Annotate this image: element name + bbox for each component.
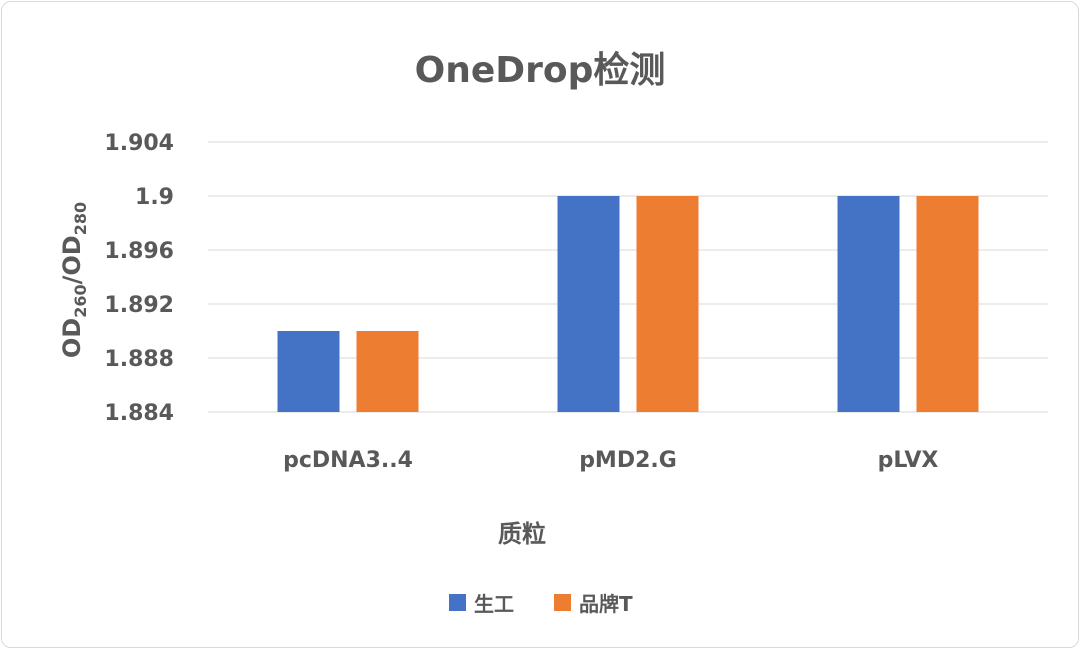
x-axis-label: 质粒 [498, 520, 546, 548]
y-tick-label: 1.904 [104, 131, 174, 156]
chart-title: OneDrop检测 [415, 50, 666, 91]
bar [837, 196, 900, 412]
gridlines [208, 141, 1048, 413]
bars [277, 196, 979, 412]
y-axis-ticks: 1.904 1.9 1.896 1.892 1.888 1.884 [104, 131, 174, 426]
y-axis-label: OD260/OD280 [58, 202, 90, 358]
y-tick-label: 1.892 [104, 293, 174, 318]
y-tick-label: 1.884 [104, 401, 174, 426]
x-category-label: pMD2.G [579, 448, 677, 473]
legend-label: 生工 [474, 592, 514, 616]
x-axis-categories: pcDNA3..4 pMD2.G pLVX [283, 448, 938, 473]
bar [557, 196, 620, 412]
legend-swatch [449, 594, 466, 611]
legend-label: 品牌T [579, 592, 633, 616]
y-tick-label: 1.9 [135, 185, 174, 210]
legend-swatch [554, 594, 571, 611]
y-tick-label: 1.896 [104, 239, 174, 264]
bar [356, 331, 419, 412]
bar [277, 331, 340, 412]
legend: 生工 品牌T [449, 592, 633, 616]
y-tick-label: 1.888 [104, 347, 174, 372]
x-category-label: pcDNA3..4 [283, 448, 413, 473]
x-category-label: pLVX [878, 448, 939, 473]
bar [916, 196, 979, 412]
bar [636, 196, 699, 412]
